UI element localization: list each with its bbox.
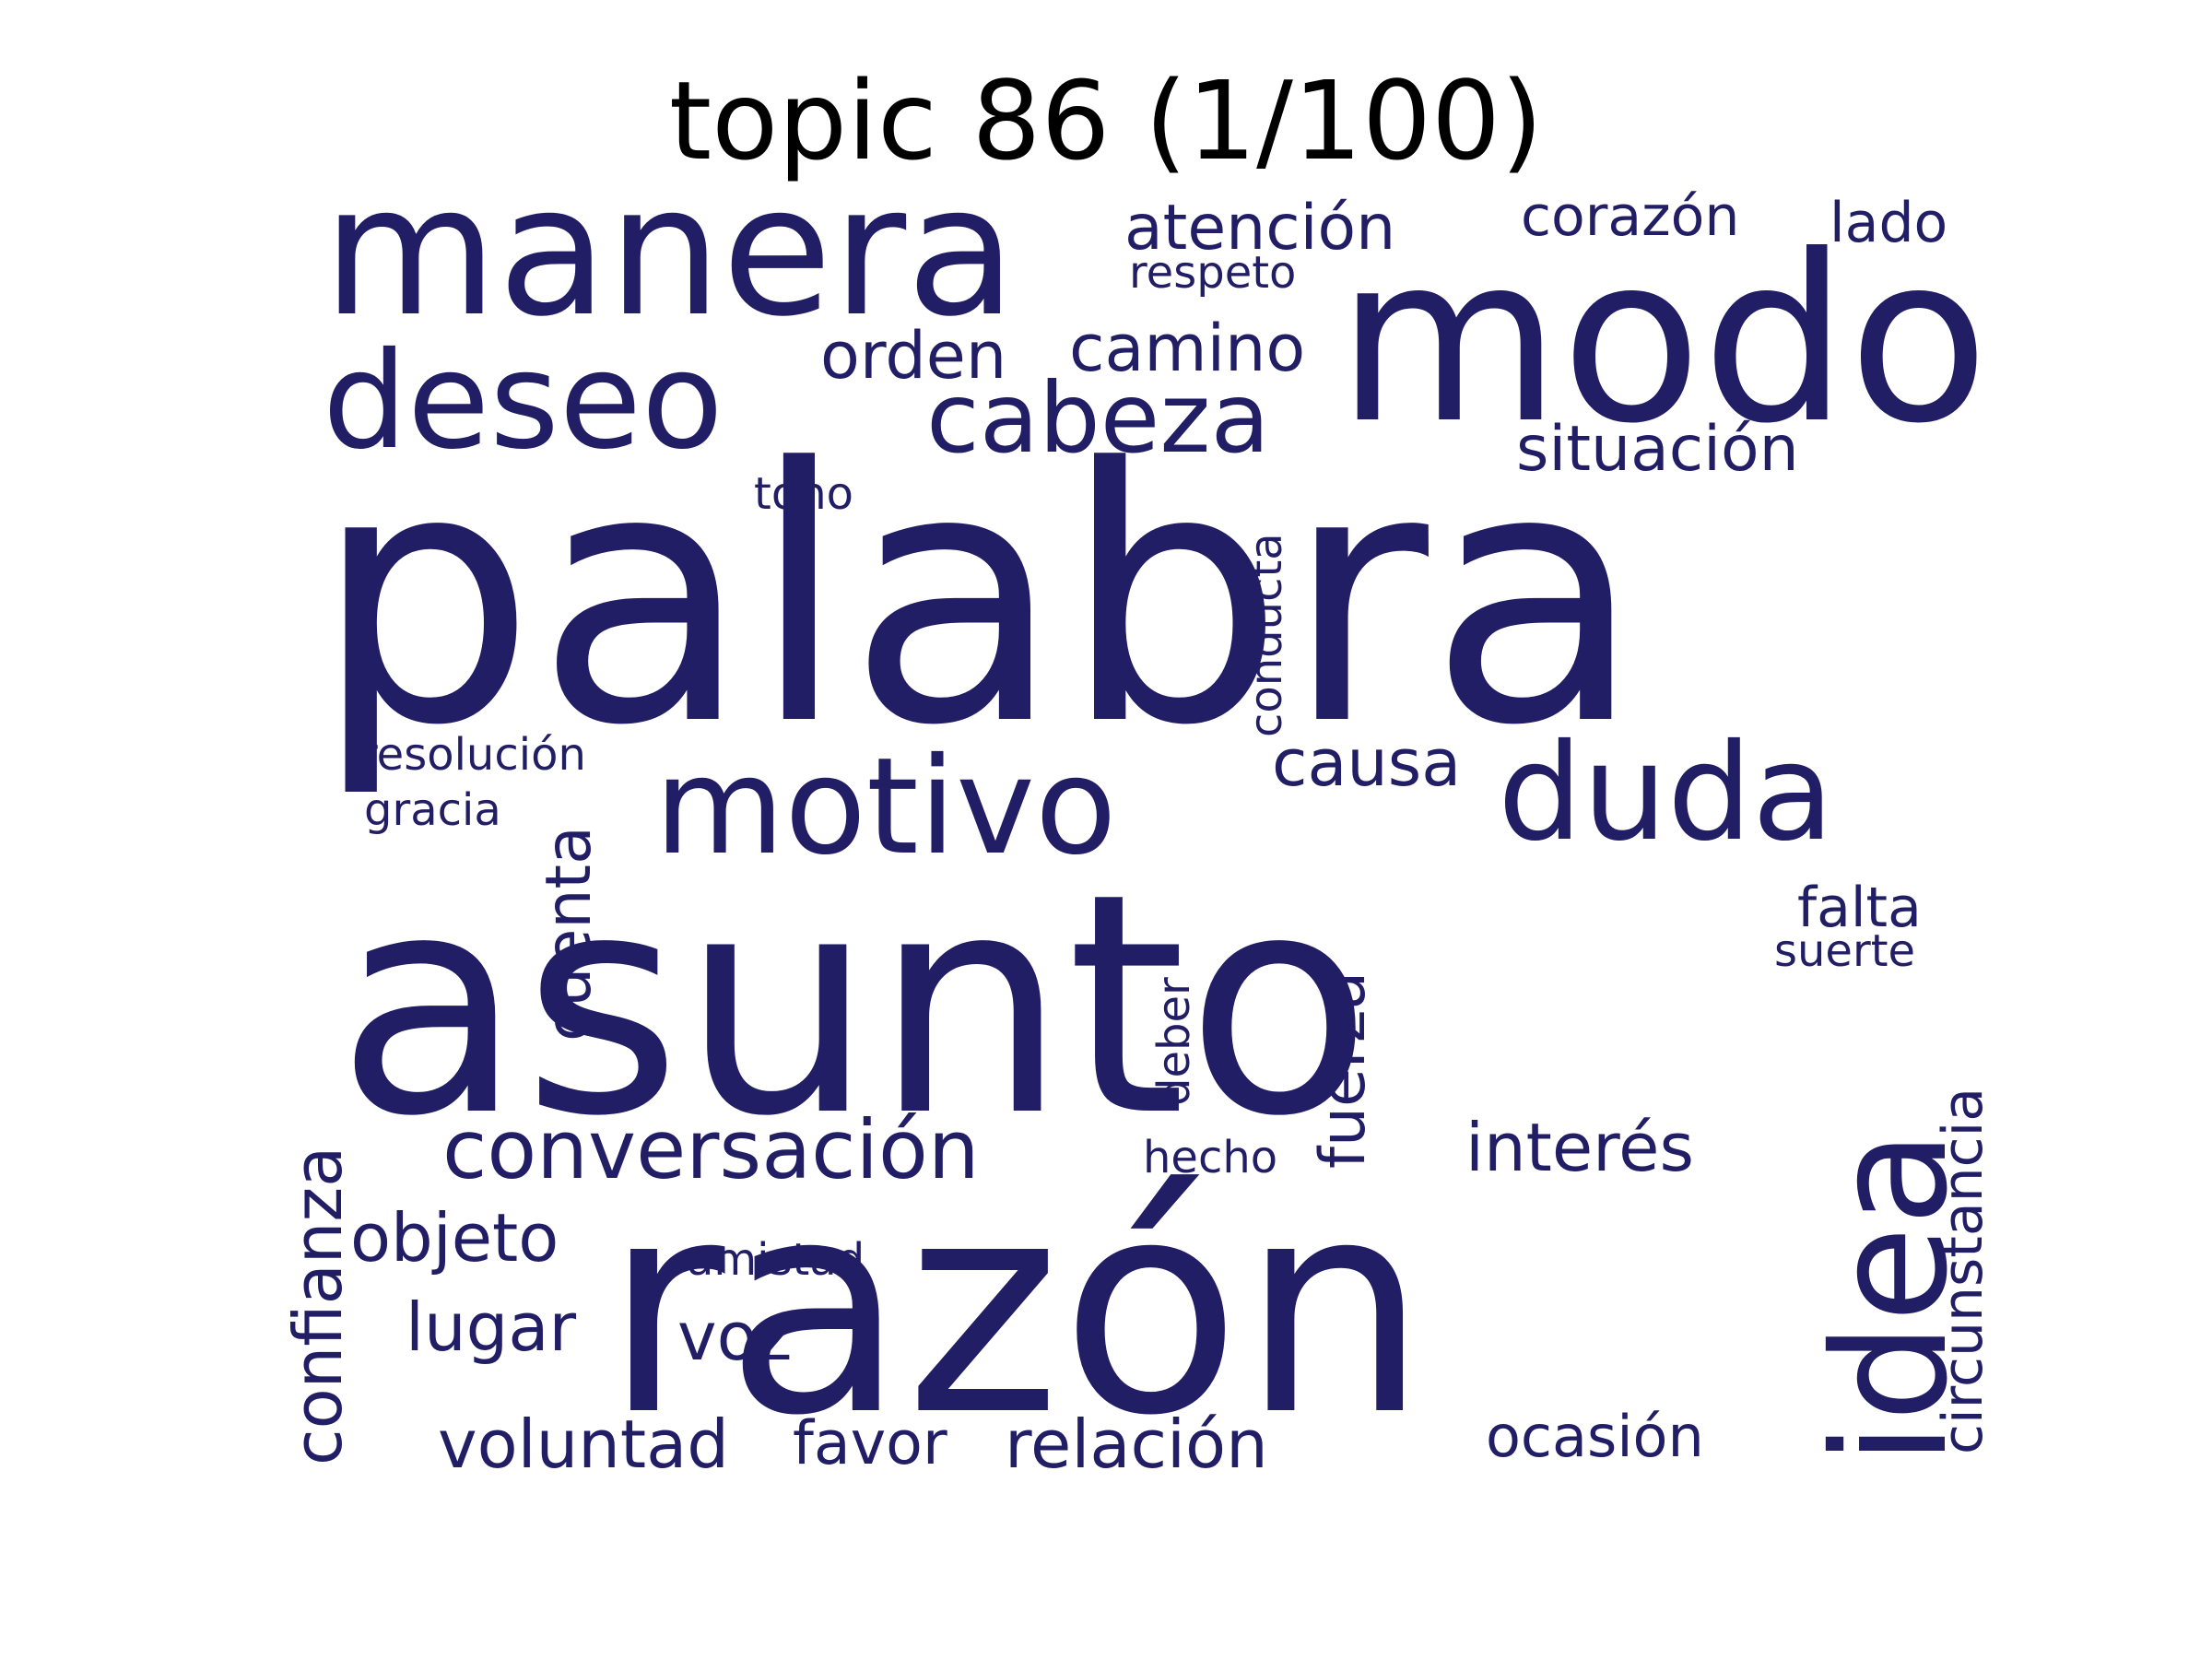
word-favor: favor [793, 1409, 947, 1478]
word-situacion: situación [1516, 413, 1799, 486]
word-razon: razón [604, 1137, 1428, 1480]
word-voz: voz [677, 1298, 792, 1375]
chart-title: topic 86 (1/100) [668, 57, 1544, 184]
word-corazon: corazón [1521, 184, 1739, 249]
word-asunto: asunto [336, 829, 1372, 1182]
word-circunstancia: circunstancia [1931, 1088, 1995, 1454]
word-modo: modo [1336, 206, 1989, 474]
word-falta: falta [1797, 876, 1922, 940]
word-resolucion: resolución [359, 729, 586, 781]
word-manera: manera [323, 147, 1017, 356]
word-conducta: conducta [1241, 533, 1292, 737]
word-suerte: suerte [1774, 925, 1915, 977]
word-deseo: deseo [323, 324, 724, 479]
word-fuerza: fuerza [1307, 971, 1380, 1169]
word-tono: tono [754, 468, 853, 520]
word-camino: camino [1069, 311, 1305, 386]
word-relacion: relación [1005, 1406, 1268, 1483]
word-lugar: lugar [406, 1288, 576, 1366]
word-ocasion: ocasión [1486, 1403, 1704, 1470]
word-palabra: palabra [313, 394, 1643, 802]
word-conversacion: conversación [442, 1102, 980, 1197]
word-respeto: respeto [1129, 247, 1296, 299]
word-idea: idea [1800, 1130, 1983, 1465]
word-voluntad: voluntad [438, 1406, 729, 1483]
word-duda: duda [1498, 715, 1834, 871]
word-amistad: amistad [687, 1234, 865, 1286]
word-atencion: atención [1124, 192, 1395, 265]
word-interes: interés [1465, 1109, 1694, 1186]
word-causa: causa [1272, 725, 1461, 801]
word-deber: deber [1148, 977, 1200, 1106]
word-orden: orden [820, 318, 1006, 394]
word-motivo: motivo [654, 729, 1117, 885]
word-cabeza: cabeza [926, 362, 1270, 475]
word-cuenta: cuenta [533, 826, 606, 1041]
word-hecho: hecho [1143, 1132, 1277, 1183]
word-objeto: objeto [350, 1199, 559, 1277]
word-gracia: gracia [364, 784, 501, 836]
word-confianza: confianza [279, 1147, 357, 1465]
word-lado: lado [1830, 191, 1947, 255]
